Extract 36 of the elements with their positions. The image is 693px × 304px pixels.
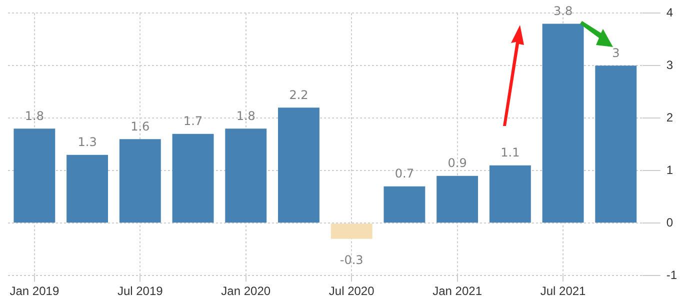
bar (436, 176, 478, 223)
bar (489, 165, 531, 223)
bar (66, 154, 108, 223)
bar (14, 128, 56, 223)
bar (330, 224, 372, 239)
y-tick-label: 3 (666, 58, 674, 72)
data-label: 2.2 (289, 88, 308, 102)
bar (595, 66, 637, 223)
data-label: 1.7 (183, 114, 203, 128)
y-tick-label: 2 (666, 110, 674, 124)
data-label: 0.9 (448, 156, 467, 170)
bar (225, 128, 267, 223)
y-tick-label: -1 (666, 268, 678, 282)
data-label: 1.1 (500, 146, 520, 160)
data-label: 0.7 (394, 166, 414, 181)
data-label: 1.8 (236, 108, 256, 123)
y-tick-label: 0 (666, 215, 674, 230)
data-label: 1.3 (78, 135, 97, 150)
bar (119, 139, 161, 223)
data-label: 1.8 (24, 108, 44, 123)
bar (172, 134, 214, 223)
x-tick-label: Jan 2019 (10, 284, 60, 298)
x-tick-label: Jul 2021 (540, 284, 586, 298)
data-label: 1.6 (130, 119, 150, 134)
x-tick-label: Jan 2020 (221, 284, 271, 298)
x-tick-label: Jan 2021 (432, 284, 482, 298)
bar (384, 186, 426, 223)
data-label: -0.3 (340, 252, 364, 267)
y-tick-label: 4 (666, 6, 674, 20)
y-tick-label: 1 (666, 162, 674, 177)
x-tick-label: Jul 2019 (117, 284, 164, 298)
bar (542, 24, 584, 223)
x-tick-label: Jul 2020 (328, 284, 375, 298)
data-label: 3.8 (553, 4, 573, 18)
bar (278, 108, 320, 223)
data-label: 3 (612, 46, 620, 60)
